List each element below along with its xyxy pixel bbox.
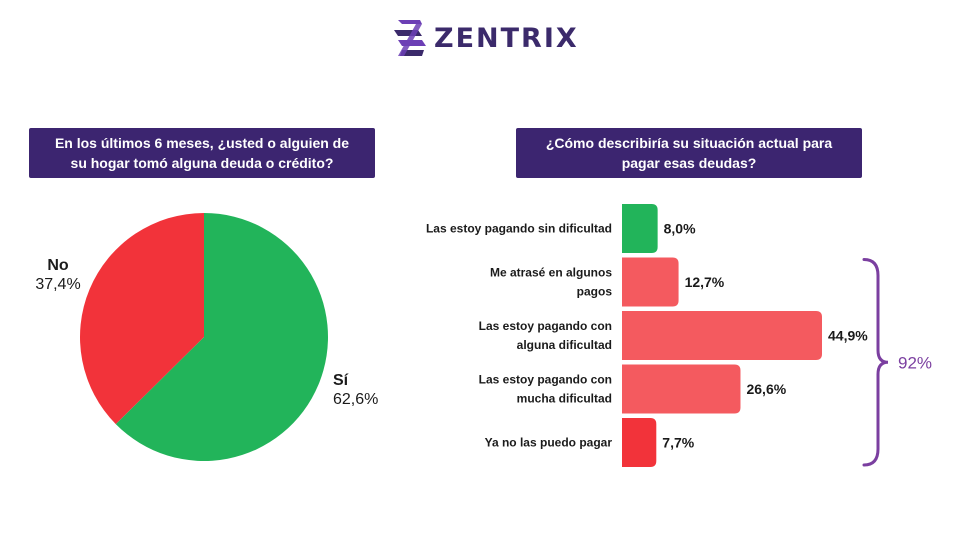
bar-value-label-1: 12,7% (685, 274, 725, 290)
pie-value-si: 62,6% (333, 391, 378, 408)
bar-category-label-0-0: Las estoy pagando sin dificultad (426, 222, 612, 236)
bar-category-label-3-1: mucha dificultad (517, 392, 612, 406)
bar-category-label-4-0: Ya no las puedo pagar (485, 436, 613, 450)
bar-category-label-2-1: alguna dificultad (517, 338, 612, 352)
bar-3 (622, 364, 741, 414)
bar-1 (622, 257, 679, 307)
pie-question-header: En los últimos 6 meses, ¿usted o alguien… (29, 128, 375, 178)
zentrix-logo-icon (394, 20, 426, 56)
bar-2 (622, 311, 822, 360)
brand-logo: ZENTRIX (392, 14, 579, 62)
bar-question-line-1: ¿Cómo describiría su situación actual pa… (545, 135, 833, 151)
pie-value-no: 37,4% (35, 276, 80, 293)
bar-category-label-1-0: Me atrasé en algunos (490, 266, 612, 280)
bar-value-label-2: 44,9% (828, 328, 868, 344)
bar-category-label-1-1: pagos (577, 285, 613, 299)
bar-value-label-4: 7,7% (662, 435, 694, 451)
bar-0 (622, 204, 658, 253)
bar-question-header: ¿Cómo describiría su situación actual pa… (516, 128, 862, 178)
pie-slice-si (115, 213, 328, 461)
bar-value-label-3: 26,6% (746, 381, 786, 397)
bracket-label: 92% (898, 353, 932, 372)
bar-category-label-2-0: Las estoy pagando con (479, 319, 612, 333)
pie-label-si: Sí (333, 372, 349, 389)
brand-name: ZENTRIX (434, 22, 579, 54)
pie-question-line-1: En los últimos 6 meses, ¿usted o alguien… (54, 135, 350, 151)
pie-question-line-2: su hogar tomó alguna deuda o crédito? (70, 155, 334, 171)
bracket-92-icon (862, 258, 889, 467)
pie-slice-no (79, 213, 204, 425)
bar-question-line-2: pagar esas deudas? (621, 155, 757, 171)
bar-value-label-0: 8,0% (664, 221, 696, 237)
bar-4 (622, 418, 657, 467)
pie-label-no: No (47, 257, 69, 274)
bar-category-label-3-0: Las estoy pagando con (479, 373, 612, 387)
